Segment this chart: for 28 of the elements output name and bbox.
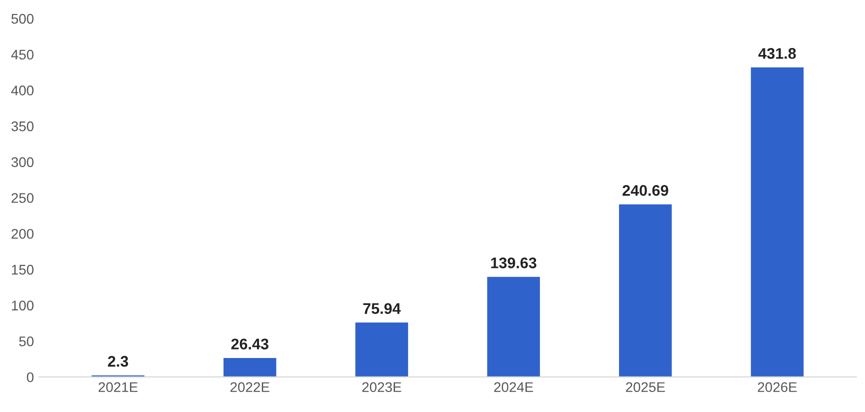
x-tick-label: 2025E — [626, 382, 665, 392]
bar — [224, 358, 276, 377]
y-tick-label: 350 — [11, 121, 34, 132]
bar — [487, 276, 540, 377]
y-tick-label: 250 — [12, 193, 34, 203]
y-tick-label: 500 — [11, 14, 34, 24]
data-label: 240.69 — [622, 185, 668, 196]
data-label: 139.63 — [491, 257, 536, 268]
data-label: 75.94 — [363, 303, 401, 314]
x-tick-label: 2023E — [362, 382, 402, 392]
data-label: 26.43 — [231, 338, 268, 350]
y-tick-label: 50 — [19, 336, 34, 346]
bar — [619, 204, 672, 377]
x-tick-label: 2026E — [758, 382, 797, 392]
y-tick-label: 100 — [12, 300, 34, 310]
data-label: 2.3 — [108, 356, 128, 367]
y-tick-label: 400 — [11, 86, 34, 96]
y-tick-label: 0 — [26, 372, 34, 382]
x-tick-label: 2022E — [230, 382, 270, 392]
x-tick-label: 2021E — [98, 382, 138, 392]
data-label: 431.8 — [758, 48, 796, 59]
bar — [750, 67, 804, 377]
y-tick-label: 300 — [11, 157, 34, 168]
bar — [355, 322, 408, 377]
x-tick-label: 2024E — [494, 382, 534, 392]
y-tick-label: 450 — [11, 50, 34, 60]
y-tick-label: 200 — [12, 228, 34, 239]
y-tick-label: 150 — [12, 264, 34, 275]
